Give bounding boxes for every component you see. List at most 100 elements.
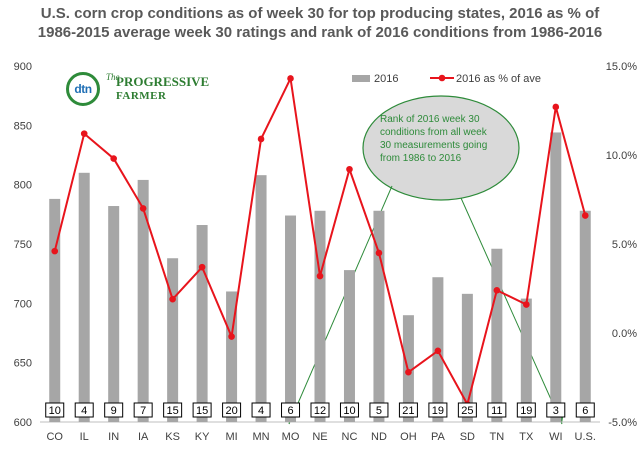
bar-2016 xyxy=(373,210,385,422)
bar-2016 xyxy=(255,175,267,422)
x-tick-label: MI xyxy=(225,431,237,443)
bar-2016 xyxy=(226,291,238,422)
rank-label: 3 xyxy=(553,405,559,417)
line-point xyxy=(523,301,530,308)
dtn-logo: dtn The PROGRESSIVE FARMER xyxy=(66,72,209,112)
bar-2016 xyxy=(461,293,473,422)
x-tick-label: IA xyxy=(138,431,149,443)
bar-2016 xyxy=(196,225,208,422)
rank-box xyxy=(487,402,507,418)
rank-box xyxy=(546,402,566,418)
rank-box xyxy=(339,402,359,418)
legend-swatch-bar xyxy=(352,75,370,82)
x-tick-label: MN xyxy=(252,431,269,443)
bar-2016 xyxy=(137,179,149,422)
y-left-tick-label: 750 xyxy=(14,239,32,251)
bar-2016 xyxy=(314,210,326,422)
rank-box xyxy=(516,402,536,418)
axes-layer: 600 650 700 750 800 850 900 -5.0% 0.0% 5.0% 10.0% 1… xyxy=(14,61,638,443)
rank-box xyxy=(45,402,65,418)
y-left-tick-label: 800 xyxy=(14,180,32,192)
line-layer xyxy=(51,75,589,408)
rank-box xyxy=(74,402,94,418)
line-point xyxy=(316,272,324,280)
x-tick-label: KY xyxy=(195,431,210,443)
bar-2016 xyxy=(550,132,562,422)
y-right-tick-label: 15.0% xyxy=(606,61,637,73)
bar-2016 xyxy=(78,172,90,422)
line-point xyxy=(198,263,206,271)
line-point xyxy=(552,103,560,111)
rank-label: 10 xyxy=(49,405,61,417)
rank-label: 10 xyxy=(343,405,355,417)
bar-2016 xyxy=(167,258,179,422)
rank-label: 7 xyxy=(140,405,146,417)
line-point xyxy=(346,165,353,173)
chart-title: U.S. corn crop conditions as of week 30 … xyxy=(0,4,640,42)
bar-2016 xyxy=(285,215,297,422)
rank-label: 15 xyxy=(196,405,208,417)
line-point xyxy=(228,333,235,340)
line-point xyxy=(581,212,589,219)
rank-box xyxy=(222,402,242,418)
callout-bubble xyxy=(362,95,520,201)
rank-box xyxy=(369,402,389,418)
logo-line-2: PROGRESSIVE xyxy=(116,74,210,89)
line-point xyxy=(169,295,176,303)
legend-label-line: 2016 as % of ave xyxy=(456,73,541,85)
rank-box xyxy=(133,402,153,418)
rank-label: 15 xyxy=(167,405,179,417)
y-right-tick-label: 5.0% xyxy=(612,239,637,251)
callout-arrow-right xyxy=(460,197,563,425)
legend-label-bar: 2016 xyxy=(374,73,398,85)
x-tick-label: OH xyxy=(400,431,417,443)
x-tick-label: KS xyxy=(165,431,180,443)
y-left-tick-label: 600 xyxy=(14,417,32,429)
rank-label: 12 xyxy=(314,405,326,417)
x-tick-label: NE xyxy=(312,431,327,443)
legend: 2016 2016 as % of ave xyxy=(352,73,541,85)
y-left-tick-label: 850 xyxy=(14,120,32,132)
x-tick-label: SD xyxy=(460,431,475,443)
x-tick-label: U.S. xyxy=(575,431,596,443)
y-right-tick-label: -5.0% xyxy=(608,417,637,429)
ranks-layer: 10 4 9 7 15 15 20 4 6 12 10 5 21 19 25 11 19 3 6 xyxy=(45,402,595,418)
rank-label: 20 xyxy=(225,405,237,417)
y-left-tick-label: 650 xyxy=(14,358,32,370)
logo-line-1: The xyxy=(106,72,120,82)
x-tick-label: IL xyxy=(80,431,89,443)
rank-box xyxy=(192,402,212,418)
rank-box xyxy=(281,402,301,418)
bar-2016 xyxy=(520,298,532,422)
line-point xyxy=(375,249,383,257)
line-point xyxy=(287,75,294,82)
x-tick-label: PA xyxy=(431,431,446,443)
logo-line-3: FARMER xyxy=(116,90,167,102)
rank-box xyxy=(163,402,183,418)
line-point xyxy=(257,135,265,143)
bar-2016 xyxy=(108,206,120,422)
rank-label: 19 xyxy=(520,405,532,417)
bar-2016 xyxy=(343,270,355,422)
rank-label: 4 xyxy=(81,405,87,417)
chart-title-line-1: U.S. corn crop conditions as of week 30 … xyxy=(40,5,600,22)
line-point xyxy=(434,347,442,355)
x-tick-label: WI xyxy=(549,431,562,443)
rank-label: 6 xyxy=(287,405,293,417)
callout-layer xyxy=(287,95,563,425)
line-point xyxy=(139,205,147,212)
y-left-tick-label: 700 xyxy=(14,298,32,310)
callout-text: Rank of 2016 week 30 conditions from all… xyxy=(380,114,488,164)
rank-label: 11 xyxy=(491,405,502,417)
y-left-tick-label: 900 xyxy=(14,61,32,73)
line-point xyxy=(405,368,412,376)
rank-label: 5 xyxy=(376,405,382,417)
x-tick-label: IN xyxy=(108,431,119,443)
rank-box xyxy=(251,402,271,418)
rank-label: 4 xyxy=(258,405,264,417)
rank-label: 19 xyxy=(432,405,444,417)
rank-label: 6 xyxy=(582,405,588,417)
rank-label: 25 xyxy=(461,405,473,417)
line-point xyxy=(110,155,117,162)
